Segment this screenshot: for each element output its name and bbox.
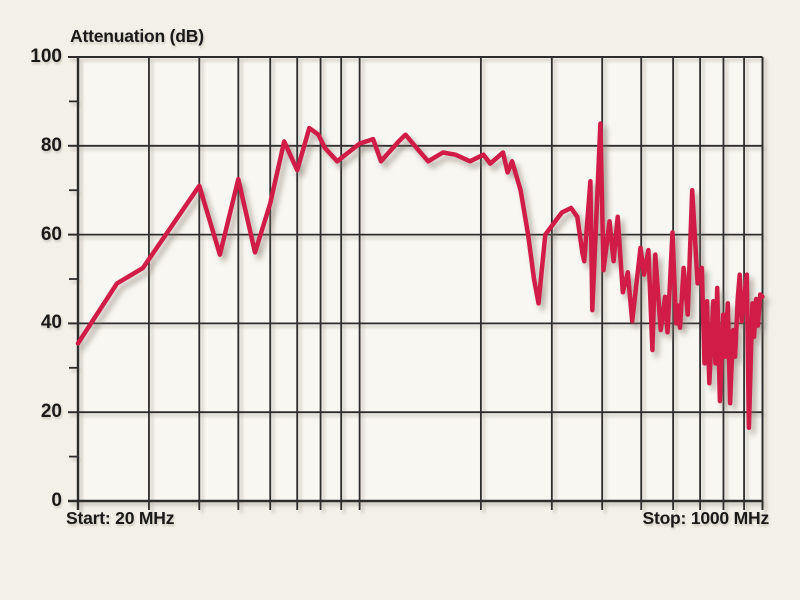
y-axis-label-100: 100 bbox=[30, 46, 62, 67]
x-axis-start-label: Start: 20 MHz bbox=[66, 508, 175, 528]
y-axis-label-0: 0 bbox=[51, 490, 62, 511]
y-axis-label-20: 20 bbox=[40, 401, 62, 423]
attenuation-trace bbox=[75, 121, 765, 430]
plot-area bbox=[78, 57, 763, 501]
chart-title: Attenuation (dB) bbox=[70, 26, 204, 46]
trace-layer bbox=[75, 121, 765, 430]
grid bbox=[68, 56, 764, 510]
y-axis-label-40: 40 bbox=[40, 312, 62, 334]
y-axis-label-60: 60 bbox=[40, 223, 62, 245]
y-axis-label-80: 80 bbox=[40, 134, 62, 156]
x-axis-stop-label: Stop: 1000 MHz bbox=[642, 508, 769, 528]
